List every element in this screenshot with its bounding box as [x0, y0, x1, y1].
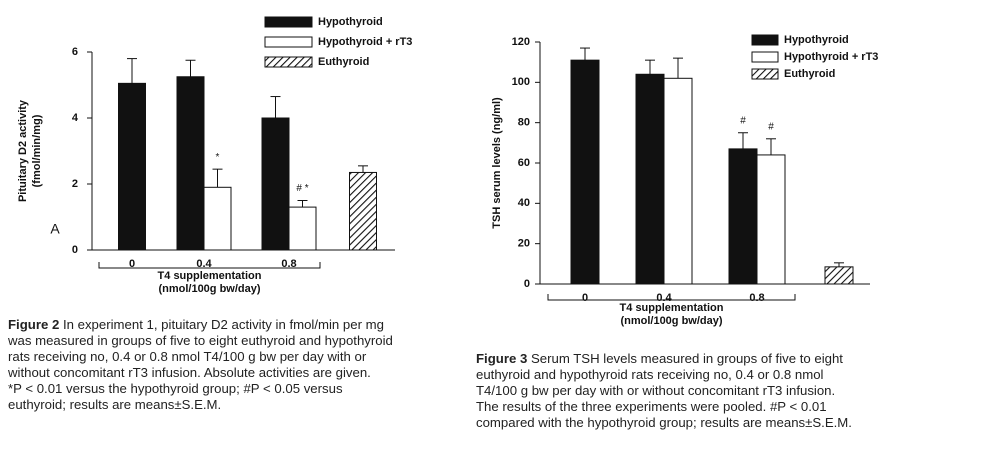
y-tick-label: 40 — [518, 197, 530, 209]
bar — [176, 76, 205, 251]
bar — [203, 186, 232, 251]
caption-label: Figure 2 — [8, 317, 60, 332]
legend-swatch — [751, 51, 779, 63]
y-axis-label-line: TSH serum levels (ng/ml) — [491, 97, 503, 229]
caption-line: T4/100 g bw per day with or without conc… — [476, 383, 836, 398]
significance-marker: # * — [296, 183, 308, 194]
y-tick-label: 60 — [518, 157, 530, 169]
y-tick-label: 0 — [72, 244, 78, 256]
bar — [756, 154, 786, 285]
legend-label: Hypothyroid + rT3 — [784, 51, 878, 63]
caption: Figure 2 In experiment 1, pituitary D2 a… — [8, 317, 468, 413]
legend-label: Euthyroid — [318, 56, 369, 68]
x-axis-label: T4 supplementation — [158, 270, 262, 282]
bar — [261, 117, 290, 251]
bar — [349, 171, 377, 251]
x-tick-label: 0 — [129, 258, 135, 270]
bar — [728, 148, 758, 285]
legend-swatch — [264, 36, 313, 48]
caption-line: was measured in groups of five to eight … — [8, 333, 393, 348]
x-bracket — [98, 262, 321, 269]
y-tick-label: 20 — [518, 238, 530, 250]
legend-label: Hypothyroid — [318, 16, 383, 28]
y-tick-label: 4 — [72, 112, 79, 124]
legend-label: Euthyroid — [784, 68, 835, 80]
y-axis-label-line: (fmol/min/mg) — [31, 114, 43, 187]
y-tick-label: 0 — [524, 278, 530, 290]
bar — [570, 59, 600, 285]
x-axis-label: (nmol/100g bw/day) — [158, 283, 260, 295]
bar — [288, 206, 317, 251]
bar — [663, 77, 693, 285]
x-tick-label: 0.4 — [656, 292, 672, 304]
x-tick-label: 0 — [582, 292, 588, 304]
caption-line: compared with the hypothyroid group; res… — [476, 415, 852, 430]
y-tick-label: 80 — [518, 117, 530, 129]
x-axis-label: T4 supplementation — [620, 302, 724, 314]
bar — [118, 82, 146, 251]
significance-marker: # — [768, 121, 774, 132]
x-bracket — [547, 294, 796, 301]
x-axis-label: (nmol/100g bw/day) — [620, 315, 722, 327]
x-tick-label: 0.8 — [749, 292, 764, 304]
y-tick-label: 6 — [72, 46, 78, 58]
legend-swatch — [751, 68, 779, 80]
y-axis-label: Pituitary D2 activity (fmol/min/mg) — [17, 99, 43, 202]
x-tick-label: 0.8 — [281, 258, 296, 270]
caption-line: euthyroid and hypothyroid rats receiving… — [476, 367, 824, 382]
legend-swatch — [264, 56, 313, 68]
y-axis-label-line: Pituitary D2 activity — [17, 99, 29, 202]
caption-line: rats receiving no, 0.4 or 0.8 nmol T4/10… — [8, 349, 367, 364]
panel-label: A — [50, 221, 60, 237]
caption-label: Figure 3 — [476, 351, 528, 366]
y-tick-label: 2 — [72, 178, 78, 190]
significance-marker: # — [740, 115, 746, 126]
y-axis-label: TSH serum levels (ng/ml) — [491, 97, 503, 229]
bar — [824, 266, 854, 285]
bar — [635, 73, 665, 285]
caption-line: The results of the three experiments wer… — [476, 399, 827, 414]
y-tick-label: 120 — [512, 36, 530, 48]
legend-swatch — [751, 34, 779, 46]
caption: Figure 3 Serum TSH levels measured in gr… — [476, 351, 986, 431]
caption-line: *P < 0.01 versus the hypothyroid group; … — [8, 381, 343, 396]
caption-line: In experiment 1, pituitary D2 activity i… — [59, 317, 384, 332]
legend-label: Hypothyroid + rT3 — [318, 36, 412, 48]
x-tick-label: 0.4 — [196, 258, 212, 270]
y-tick-label: 100 — [512, 76, 530, 88]
significance-marker: * — [216, 152, 220, 163]
caption-line: Serum TSH levels measured in groups of f… — [527, 351, 843, 366]
caption-line: euthyroid; results are means±S.E.M. — [8, 397, 222, 412]
legend-label: Hypothyroid — [784, 34, 849, 46]
caption-line: without concomitant rT3 infusion. Absolu… — [8, 365, 371, 380]
legend-swatch — [264, 16, 313, 28]
